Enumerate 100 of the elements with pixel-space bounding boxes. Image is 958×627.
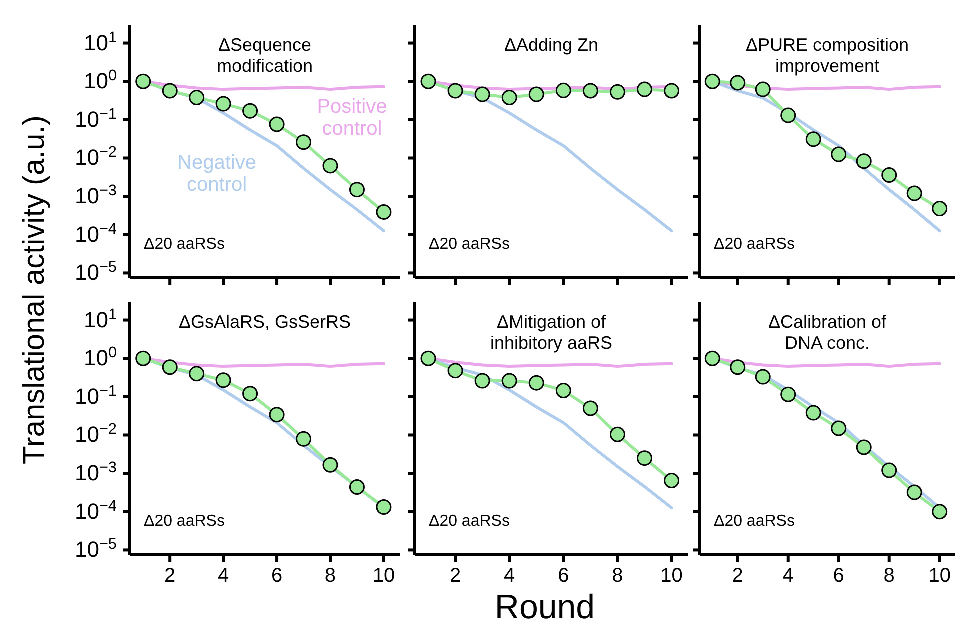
point <box>136 74 152 90</box>
point <box>448 363 464 379</box>
point <box>637 450 652 466</box>
point <box>216 96 232 112</box>
point <box>856 154 872 170</box>
y-tick-label: 10$^{−2}$ <box>74 144 117 170</box>
point <box>556 82 572 98</box>
x-tick-label: 8 <box>884 564 895 587</box>
point <box>664 472 680 488</box>
point <box>189 366 205 382</box>
x-tick-label: 2 <box>450 564 462 587</box>
y-tick-label: 10$^{−1}$ <box>74 382 117 409</box>
point <box>704 74 720 90</box>
series-label: Negative control <box>176 152 258 196</box>
x-tick-label: 8 <box>324 564 336 587</box>
y-tick-label: 10$^{−1}$ <box>74 105 117 132</box>
point <box>806 132 822 148</box>
y-tick-label: 10$^{1}$ <box>84 28 117 56</box>
point <box>730 360 746 376</box>
point <box>216 372 232 388</box>
y-tick-label: 10$^{−5}$ <box>74 258 117 286</box>
point <box>474 373 490 389</box>
point <box>610 84 626 100</box>
point <box>502 373 518 389</box>
x-tick-label: 4 <box>782 564 794 587</box>
point <box>932 504 948 520</box>
point <box>856 440 872 456</box>
x-tick-label: 10 <box>660 564 683 587</box>
y-axis-title: Translational activity (a.u.) <box>18 115 52 465</box>
annotation: Δ20 aaRSs <box>144 236 225 254</box>
point <box>322 457 338 473</box>
point <box>755 369 771 385</box>
point <box>704 350 720 366</box>
point <box>755 82 771 98</box>
text: ΔSequence modification <box>216 35 314 77</box>
point <box>420 74 436 90</box>
text: ΔPURE composition improvement <box>744 35 910 77</box>
x-tick-label: 6 <box>271 564 283 587</box>
text: ΔMitigation of inhibitory aaRS <box>489 312 614 354</box>
x-tick-label: 10 <box>372 564 396 587</box>
y-tick-label: 10$^{−4}$ <box>74 497 118 524</box>
x-tick-label: 2 <box>732 564 744 587</box>
y-tick-label: 10$^{−3}$ <box>74 182 117 209</box>
point <box>528 86 544 102</box>
point <box>637 82 652 98</box>
point <box>349 182 365 198</box>
point <box>448 83 464 99</box>
point <box>831 146 847 162</box>
annotation: Δ20 aaRSs <box>714 513 795 531</box>
x-tick-label: 6 <box>833 564 844 587</box>
y-tick-label: 10$^{0}$ <box>84 67 117 94</box>
point <box>322 158 338 174</box>
y-tick-label: 10$^{−5}$ <box>74 536 117 562</box>
x-tick-label: 4 <box>218 564 230 587</box>
point <box>376 204 392 220</box>
series-label: Positive control <box>316 96 388 140</box>
x-tick-label: 6 <box>558 564 570 587</box>
point <box>806 405 822 421</box>
point <box>906 186 922 202</box>
point <box>349 479 365 495</box>
x-tick-label: 4 <box>504 564 516 587</box>
x-tick-label: 2 <box>164 564 176 587</box>
point <box>269 407 285 423</box>
point <box>664 83 680 99</box>
y-tick-label: 10$^{−4}$ <box>74 220 118 247</box>
point <box>376 500 392 516</box>
text: ΔGsAlaRS, GsSerRS <box>178 312 352 333</box>
annotation: Δ20 aaRSs <box>714 236 795 254</box>
point <box>420 350 436 366</box>
text: ΔAdding Zn <box>503 35 600 56</box>
point <box>882 168 898 183</box>
point <box>831 420 847 436</box>
x-axis-title: Round <box>494 588 596 627</box>
point <box>162 360 178 376</box>
point <box>136 350 152 366</box>
text: ΔCalibration of DNA conc. <box>767 312 888 354</box>
y-tick-label: 10$^{0}$ <box>84 344 117 371</box>
point <box>269 116 285 132</box>
x-tick-label: 10 <box>928 564 951 587</box>
point <box>502 90 518 106</box>
annotation: Δ20 aaRSs <box>429 236 510 254</box>
y-tick-label: 10$^{−3}$ <box>74 459 117 486</box>
annotation: Δ20 aaRSs <box>429 513 510 531</box>
point <box>582 83 598 99</box>
point <box>556 382 572 398</box>
y-tick-label: 10$^{−2}$ <box>74 420 117 448</box>
point <box>780 108 796 124</box>
point <box>610 426 626 442</box>
annotation: Δ20 aaRSs <box>144 513 225 531</box>
point <box>582 400 598 416</box>
point <box>932 201 948 217</box>
point <box>882 462 898 478</box>
point <box>242 386 258 402</box>
point <box>528 375 544 391</box>
point <box>780 386 796 402</box>
point <box>242 103 258 119</box>
point <box>189 90 205 106</box>
x-tick-label: 8 <box>612 564 624 587</box>
y-tick-label: 10$^{1}$ <box>84 306 117 332</box>
point <box>474 86 490 102</box>
